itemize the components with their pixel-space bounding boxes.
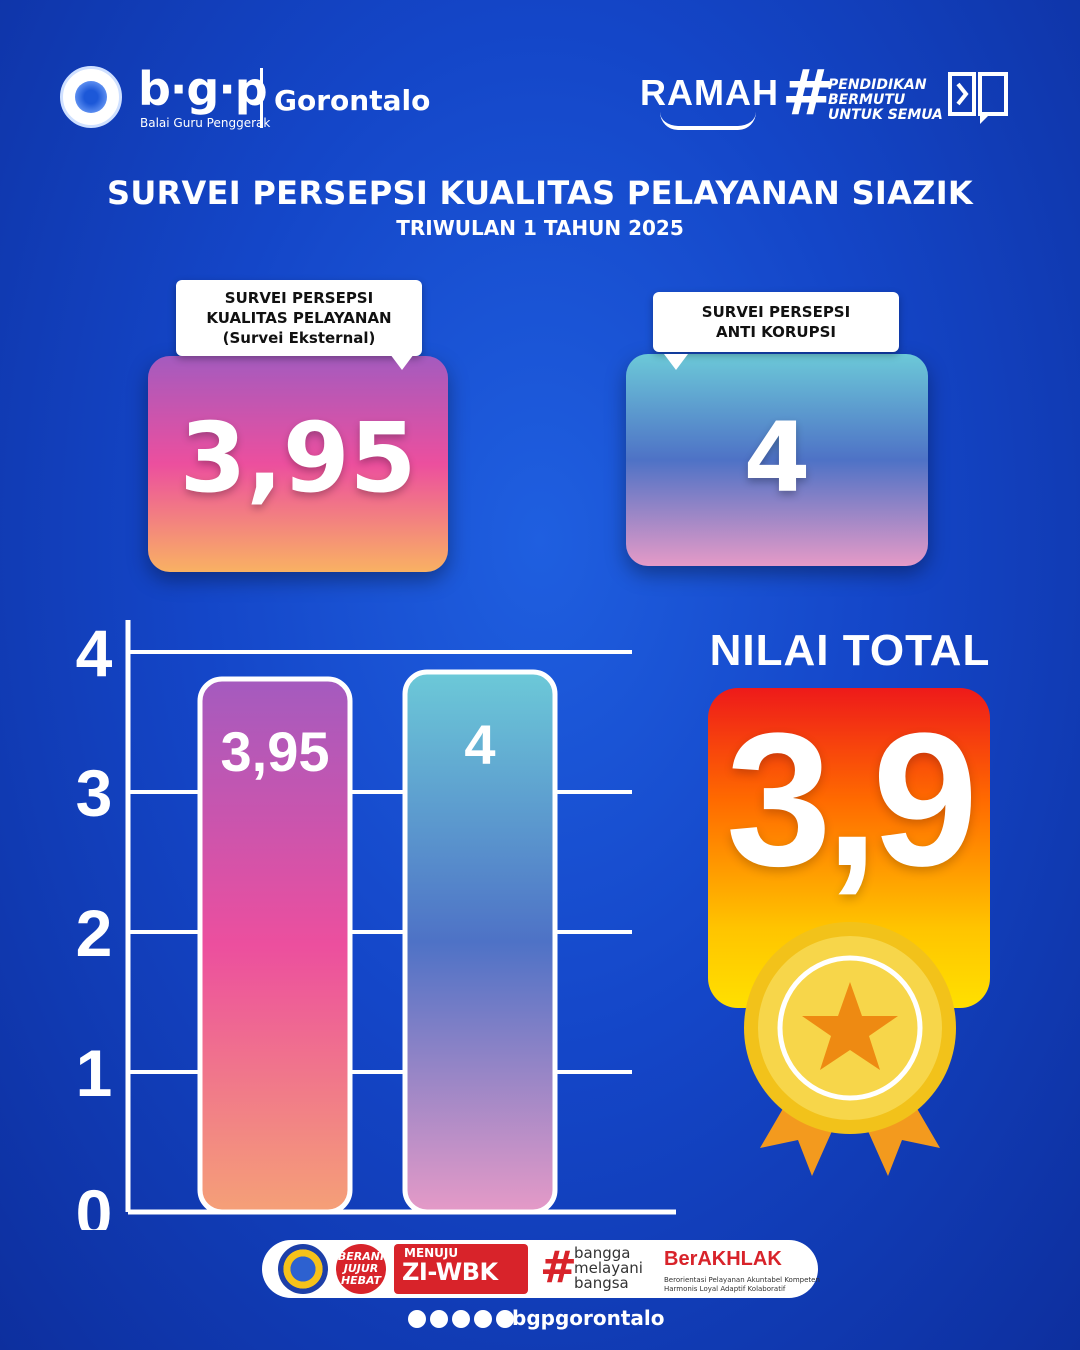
page-title: SURVEI PERSEPSI KUALITAS PELAYANAN SIAZI…	[106, 174, 974, 212]
ziwbk-top: MENUJU	[404, 1246, 459, 1260]
berani-jujur-logo: BERANI JUJUR HEBAT	[336, 1244, 386, 1294]
card-label-anticorruption: SURVEI PERSEPSI ANTI KORUPSI	[653, 292, 899, 352]
ramah-smile-icon	[660, 112, 756, 130]
youtube-icon[interactable]	[430, 1310, 448, 1328]
hashtag-line: PENDIDIKAN	[828, 77, 927, 93]
zi-wbk-seal-logo	[278, 1244, 328, 1294]
card-label-external: SURVEI PERSEPSI KUALITAS PELAYANAN (Surv…	[176, 280, 422, 356]
medal-icon	[744, 922, 956, 1176]
hashtag-icon: #	[782, 56, 834, 129]
y-tick-label: 1	[76, 1036, 113, 1110]
card-label-line: SURVEI PERSEPSI	[224, 289, 374, 307]
social-icons	[408, 1310, 514, 1328]
card-value: 4	[743, 402, 811, 514]
bangga-line: bangsa	[574, 1274, 629, 1292]
instagram-icon[interactable]	[474, 1310, 492, 1328]
facebook-icon[interactable]	[408, 1310, 426, 1328]
hashtag-line: UNTUK SEMUA	[828, 107, 943, 123]
bar-data-label: 3,95	[221, 720, 330, 783]
social-handle[interactable]: bgpgorontalo	[512, 1306, 665, 1330]
card-anti-corruption: 4	[626, 354, 928, 566]
hashtag-line: BERMUTU	[828, 92, 906, 108]
bubble-tail	[664, 354, 688, 370]
twitter-icon[interactable]	[496, 1310, 514, 1328]
hashtag-text: PENDIDIKAN BERMUTU UNTUK SEMUA	[828, 78, 943, 123]
y-tick-label: 0	[76, 1176, 113, 1230]
book-icon	[948, 72, 1008, 124]
bar-data-label: 4	[464, 713, 495, 776]
header-divider	[260, 68, 263, 128]
card-label-line: (Survei Eksternal)	[222, 329, 376, 347]
bgp-logo: b·g·p	[138, 62, 268, 116]
card-value: 3,95	[179, 402, 417, 514]
card-label-line: SURVEI PERSEPSI	[701, 303, 851, 321]
ramah-logo: RAMAH	[640, 72, 779, 113]
total-value: 3,9	[725, 694, 978, 906]
bar	[402, 669, 558, 1215]
zi-wbk-logo: MENUJU ZI-WBK	[394, 1244, 528, 1294]
bar-chart: 0 1 2 3 4 3,95 4	[76, 616, 676, 1230]
y-tick-label: 4	[76, 616, 113, 690]
berakhlak-sub: Berorientasi Pelayanan Akuntabel Kompete…	[664, 1276, 820, 1284]
berakhlak-text: BerAKHLAK	[664, 1248, 782, 1270]
telegram-icon[interactable]	[452, 1310, 470, 1328]
ziwbk-text: ZI-WBK	[402, 1258, 498, 1286]
card-label-line: ANTI KORUPSI	[715, 323, 836, 341]
berakhlak-sub: Harmonis Loyal Adaptif Kolaboratif	[664, 1285, 786, 1293]
kemdikbud-logo	[60, 66, 122, 128]
bangga-line: bangga	[574, 1244, 631, 1262]
total-label: NILAI TOTAL	[709, 626, 991, 675]
card-external-survey: 3,95	[148, 356, 448, 572]
bgp-org-name: Balai Guru Penggerak	[140, 116, 271, 130]
city-name: Gorontalo	[274, 84, 431, 117]
card-label-line: KUALITAS PELAYANAN	[206, 309, 392, 327]
bangga-line: melayani	[574, 1259, 643, 1277]
y-tick-label: 2	[76, 896, 113, 970]
y-tick-label: 3	[76, 756, 113, 830]
page-subtitle: TRIWULAN 1 TAHUN 2025	[396, 216, 684, 240]
bar	[197, 676, 353, 1215]
bubble-tail	[390, 354, 414, 370]
